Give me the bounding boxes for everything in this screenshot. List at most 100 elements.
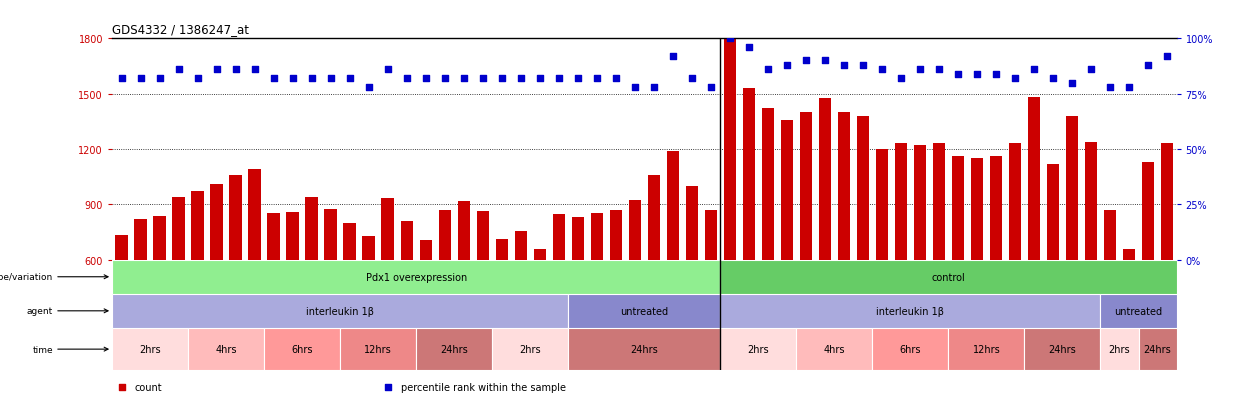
Point xyxy=(1157,54,1177,60)
Bar xyxy=(781,120,793,260)
Bar xyxy=(1104,210,1117,260)
Point xyxy=(586,76,606,82)
Point xyxy=(225,67,245,74)
Point xyxy=(112,384,132,391)
Bar xyxy=(477,211,489,260)
Point xyxy=(207,67,227,74)
Bar xyxy=(492,328,568,370)
Text: 6hrs: 6hrs xyxy=(291,344,312,354)
Point xyxy=(701,85,721,91)
Bar xyxy=(951,157,964,260)
Point xyxy=(967,71,987,78)
Bar xyxy=(1084,142,1097,260)
Point xyxy=(1119,85,1139,91)
Point xyxy=(1023,67,1043,74)
Point xyxy=(377,67,397,74)
Bar xyxy=(192,192,204,260)
Text: percentile rank within the sample: percentile rank within the sample xyxy=(401,382,566,392)
Text: 6hrs: 6hrs xyxy=(900,344,921,354)
Bar xyxy=(895,144,908,260)
Point xyxy=(758,67,778,74)
Point xyxy=(397,76,417,82)
Point xyxy=(321,76,341,82)
Point xyxy=(453,76,473,82)
Point xyxy=(853,62,873,69)
Point xyxy=(1062,80,1082,87)
Point xyxy=(510,76,530,82)
Bar xyxy=(1142,163,1154,260)
Point xyxy=(549,76,569,82)
Bar xyxy=(1025,328,1101,370)
Point xyxy=(149,76,169,82)
Point xyxy=(644,85,664,91)
Bar xyxy=(857,116,869,260)
Point xyxy=(625,85,645,91)
Bar xyxy=(590,213,603,260)
Text: genotype/variation: genotype/variation xyxy=(0,273,54,282)
Point xyxy=(473,76,493,82)
Point xyxy=(245,67,265,74)
Bar xyxy=(401,221,413,260)
Point xyxy=(568,76,588,82)
Bar xyxy=(914,146,926,260)
Point xyxy=(168,67,188,74)
Point xyxy=(910,67,930,74)
Text: 2hrs: 2hrs xyxy=(519,344,542,354)
Bar xyxy=(568,294,721,328)
Point xyxy=(662,54,682,60)
Bar xyxy=(799,113,812,260)
Bar xyxy=(362,236,375,260)
Bar xyxy=(1047,164,1059,260)
Text: 2hrs: 2hrs xyxy=(747,344,769,354)
Point xyxy=(283,76,303,82)
Text: interleukin 1β: interleukin 1β xyxy=(876,306,945,316)
Bar xyxy=(1138,328,1177,370)
Bar xyxy=(949,328,1025,370)
Text: 4hrs: 4hrs xyxy=(824,344,845,354)
Bar xyxy=(873,328,949,370)
Point xyxy=(377,384,397,391)
Bar xyxy=(743,89,754,260)
Bar xyxy=(172,197,184,260)
Bar xyxy=(797,328,873,370)
Point xyxy=(815,58,835,64)
Point xyxy=(340,76,360,82)
Text: control: control xyxy=(931,272,965,282)
Text: 24hrs: 24hrs xyxy=(630,344,659,354)
Bar xyxy=(610,210,622,260)
Text: interleukin 1β: interleukin 1β xyxy=(306,306,375,316)
Point xyxy=(1138,62,1158,69)
Bar xyxy=(286,212,299,260)
Bar xyxy=(721,328,797,370)
Text: count: count xyxy=(134,382,163,392)
Point xyxy=(947,71,967,78)
Point xyxy=(435,76,454,82)
Text: 24hrs: 24hrs xyxy=(441,344,468,354)
Text: GDS4332 / 1386247_at: GDS4332 / 1386247_at xyxy=(112,23,249,36)
Bar xyxy=(249,170,260,260)
Bar xyxy=(496,239,508,260)
Point xyxy=(359,85,378,91)
Bar xyxy=(933,144,945,260)
Text: 4hrs: 4hrs xyxy=(215,344,237,354)
Bar xyxy=(188,328,264,370)
Bar xyxy=(134,220,147,260)
Bar xyxy=(721,260,1177,294)
Bar xyxy=(153,217,166,260)
Bar xyxy=(666,152,679,260)
Point xyxy=(264,76,284,82)
Point xyxy=(1005,76,1025,82)
Point xyxy=(492,76,512,82)
Point xyxy=(188,76,208,82)
Point xyxy=(301,76,321,82)
Bar xyxy=(1101,328,1138,370)
Bar xyxy=(762,109,774,260)
Bar xyxy=(210,185,223,260)
Point xyxy=(720,36,740,43)
Bar xyxy=(534,249,545,260)
Text: 24hrs: 24hrs xyxy=(1048,344,1077,354)
Point xyxy=(777,62,797,69)
Point xyxy=(1043,76,1063,82)
Bar xyxy=(723,39,736,260)
Text: 2hrs: 2hrs xyxy=(1109,344,1130,354)
